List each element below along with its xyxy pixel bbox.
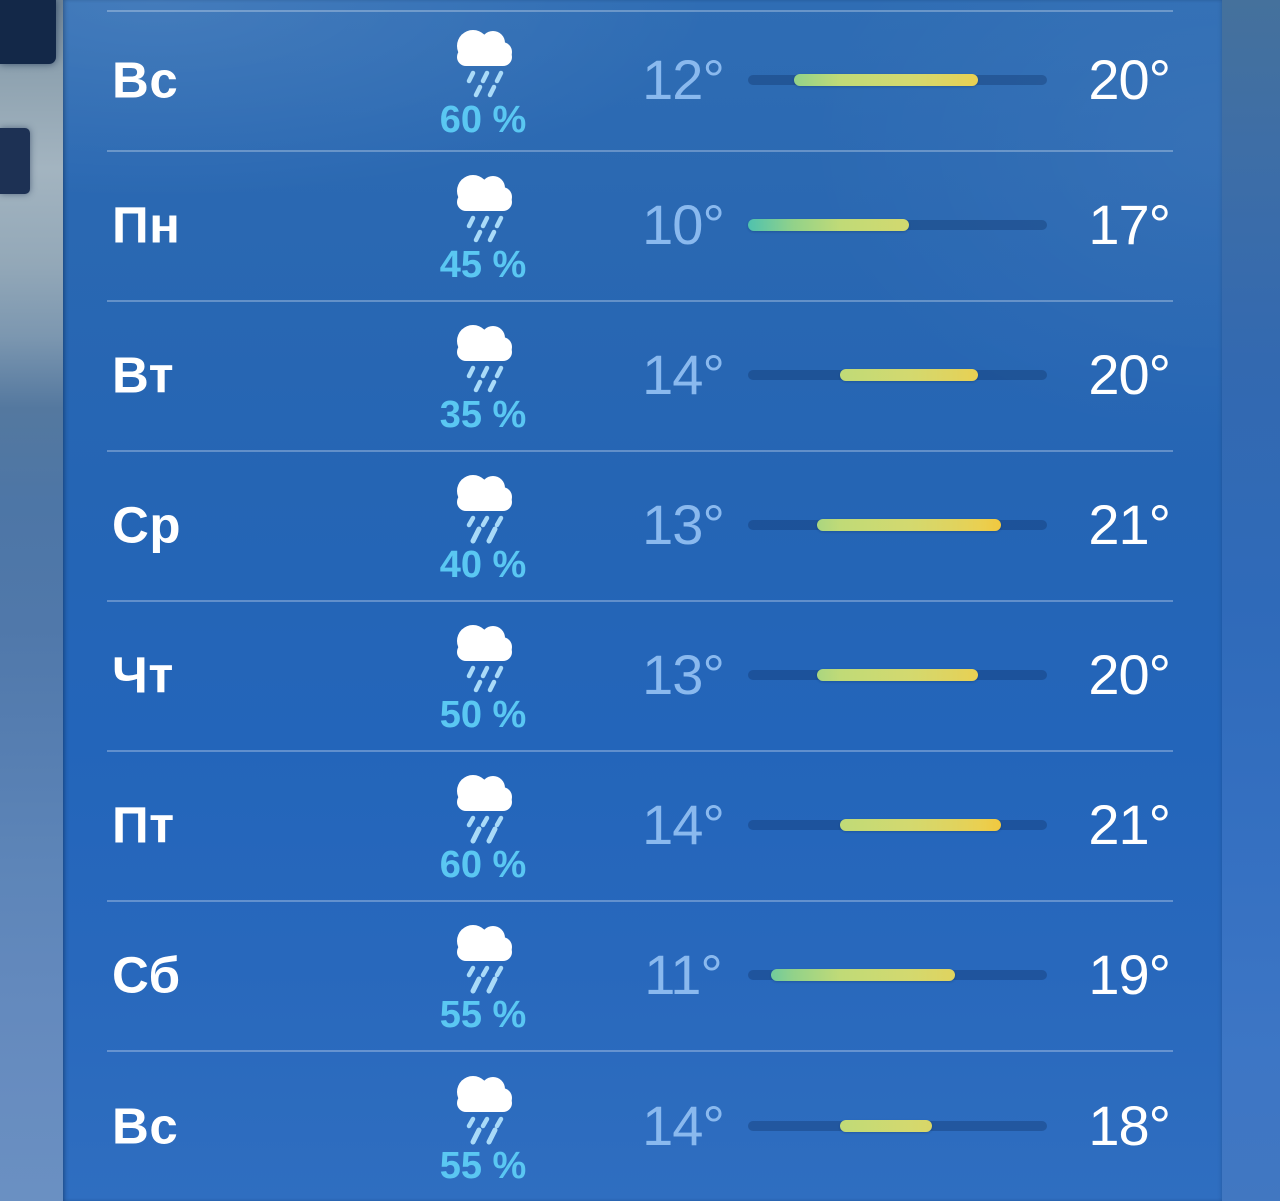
temp-range-bar — [748, 74, 1047, 86]
low-temp: 14° — [642, 343, 725, 406]
precip-chance: 50 % — [439, 694, 527, 736]
high-temp: 18° — [1088, 1093, 1171, 1157]
precip-chance: 60 % — [439, 844, 527, 886]
temp-bar-fill — [794, 74, 978, 86]
condition: 50 % — [415, 616, 551, 734]
low-temp: 13° — [642, 493, 725, 556]
day-label: Пт — [112, 796, 175, 854]
low-temp: 11° — [644, 943, 723, 1006]
cloud-rain-icon — [457, 775, 512, 844]
temp-range-bar — [748, 369, 1047, 381]
high-temp: 17° — [1088, 193, 1171, 256]
temp-bar-fill — [840, 1119, 932, 1132]
condition: 40 % — [415, 466, 551, 584]
high-temp: 21° — [1088, 493, 1171, 556]
cloud-drizzle-icon — [457, 30, 512, 98]
day-label: Сб — [112, 946, 181, 1004]
low-temp: 14° — [642, 1093, 725, 1157]
forecast-row[interactable]: Ср — [63, 450, 1222, 600]
forecast-row[interactable]: Вс — [63, 10, 1222, 150]
temp-bar-fill — [817, 669, 978, 681]
previous-row-sliver — [63, 0, 1222, 10]
low-temp: 12° — [642, 48, 725, 111]
condition: 35 % — [415, 316, 551, 434]
temp-range-bar — [748, 819, 1047, 831]
condition: 60 % — [415, 21, 551, 139]
forecast-row[interactable]: Пн — [63, 150, 1222, 300]
low-temp: 13° — [642, 643, 725, 706]
precip-chance: 60 % — [439, 99, 527, 141]
condition: 60 % — [415, 766, 551, 884]
high-temp: 20° — [1088, 48, 1171, 111]
day-label: Пн — [112, 196, 181, 254]
background-dark-patch — [0, 0, 56, 64]
day-label: Вт — [112, 346, 175, 404]
high-temp: 20° — [1088, 643, 1171, 706]
forecast-panel: Вс — [63, 0, 1222, 1201]
cloud-rain-icon — [457, 475, 512, 544]
background-photo-strip-right — [1222, 0, 1280, 1201]
precip-chance: 55 % — [439, 994, 527, 1036]
high-temp: 21° — [1088, 793, 1171, 856]
temp-bar-fill — [817, 519, 1001, 531]
temp-range-bar — [748, 969, 1047, 981]
forecast-row[interactable]: Вт — [63, 300, 1222, 450]
day-label: Вс — [112, 51, 179, 109]
high-temp: 19° — [1088, 943, 1171, 1006]
forecast-row[interactable]: Чт — [63, 600, 1222, 750]
temp-range-bar — [748, 519, 1047, 531]
background-dark-patch — [0, 128, 30, 194]
condition: 55 % — [415, 1067, 551, 1185]
forecast-row[interactable]: Вс — [63, 1050, 1222, 1201]
background-photo-strip-left — [0, 0, 63, 1201]
low-temp: 14° — [642, 793, 725, 856]
temp-bar-fill — [771, 969, 955, 981]
forecast-row[interactable]: Пт — [63, 750, 1222, 900]
temp-range-bar — [748, 219, 1047, 231]
cloud-rain-icon — [457, 925, 512, 994]
condition: 55 % — [415, 916, 551, 1034]
day-label: Чт — [112, 646, 174, 704]
precip-chance: 40 % — [439, 544, 527, 586]
day-label: Вс — [112, 1097, 179, 1154]
temp-bar-fill — [840, 369, 978, 381]
cloud-drizzle-icon — [457, 625, 512, 693]
cloud-drizzle-icon — [457, 175, 512, 243]
precip-chance: 35 % — [439, 394, 527, 436]
temp-range-bar — [748, 1119, 1047, 1132]
forecast-row[interactable]: Сб — [63, 900, 1222, 1050]
precip-chance: 55 % — [439, 1144, 527, 1187]
condition: 45 % — [415, 166, 551, 284]
precip-chance: 45 % — [439, 244, 527, 286]
temp-bar-fill — [840, 819, 1001, 831]
temp-bar-fill — [748, 219, 909, 231]
low-temp: 10° — [642, 193, 725, 256]
high-temp: 20° — [1088, 343, 1171, 406]
temp-range-bar — [748, 669, 1047, 681]
day-label: Ср — [112, 496, 181, 554]
cloud-drizzle-icon — [457, 325, 512, 393]
cloud-rain-icon — [457, 1075, 512, 1144]
